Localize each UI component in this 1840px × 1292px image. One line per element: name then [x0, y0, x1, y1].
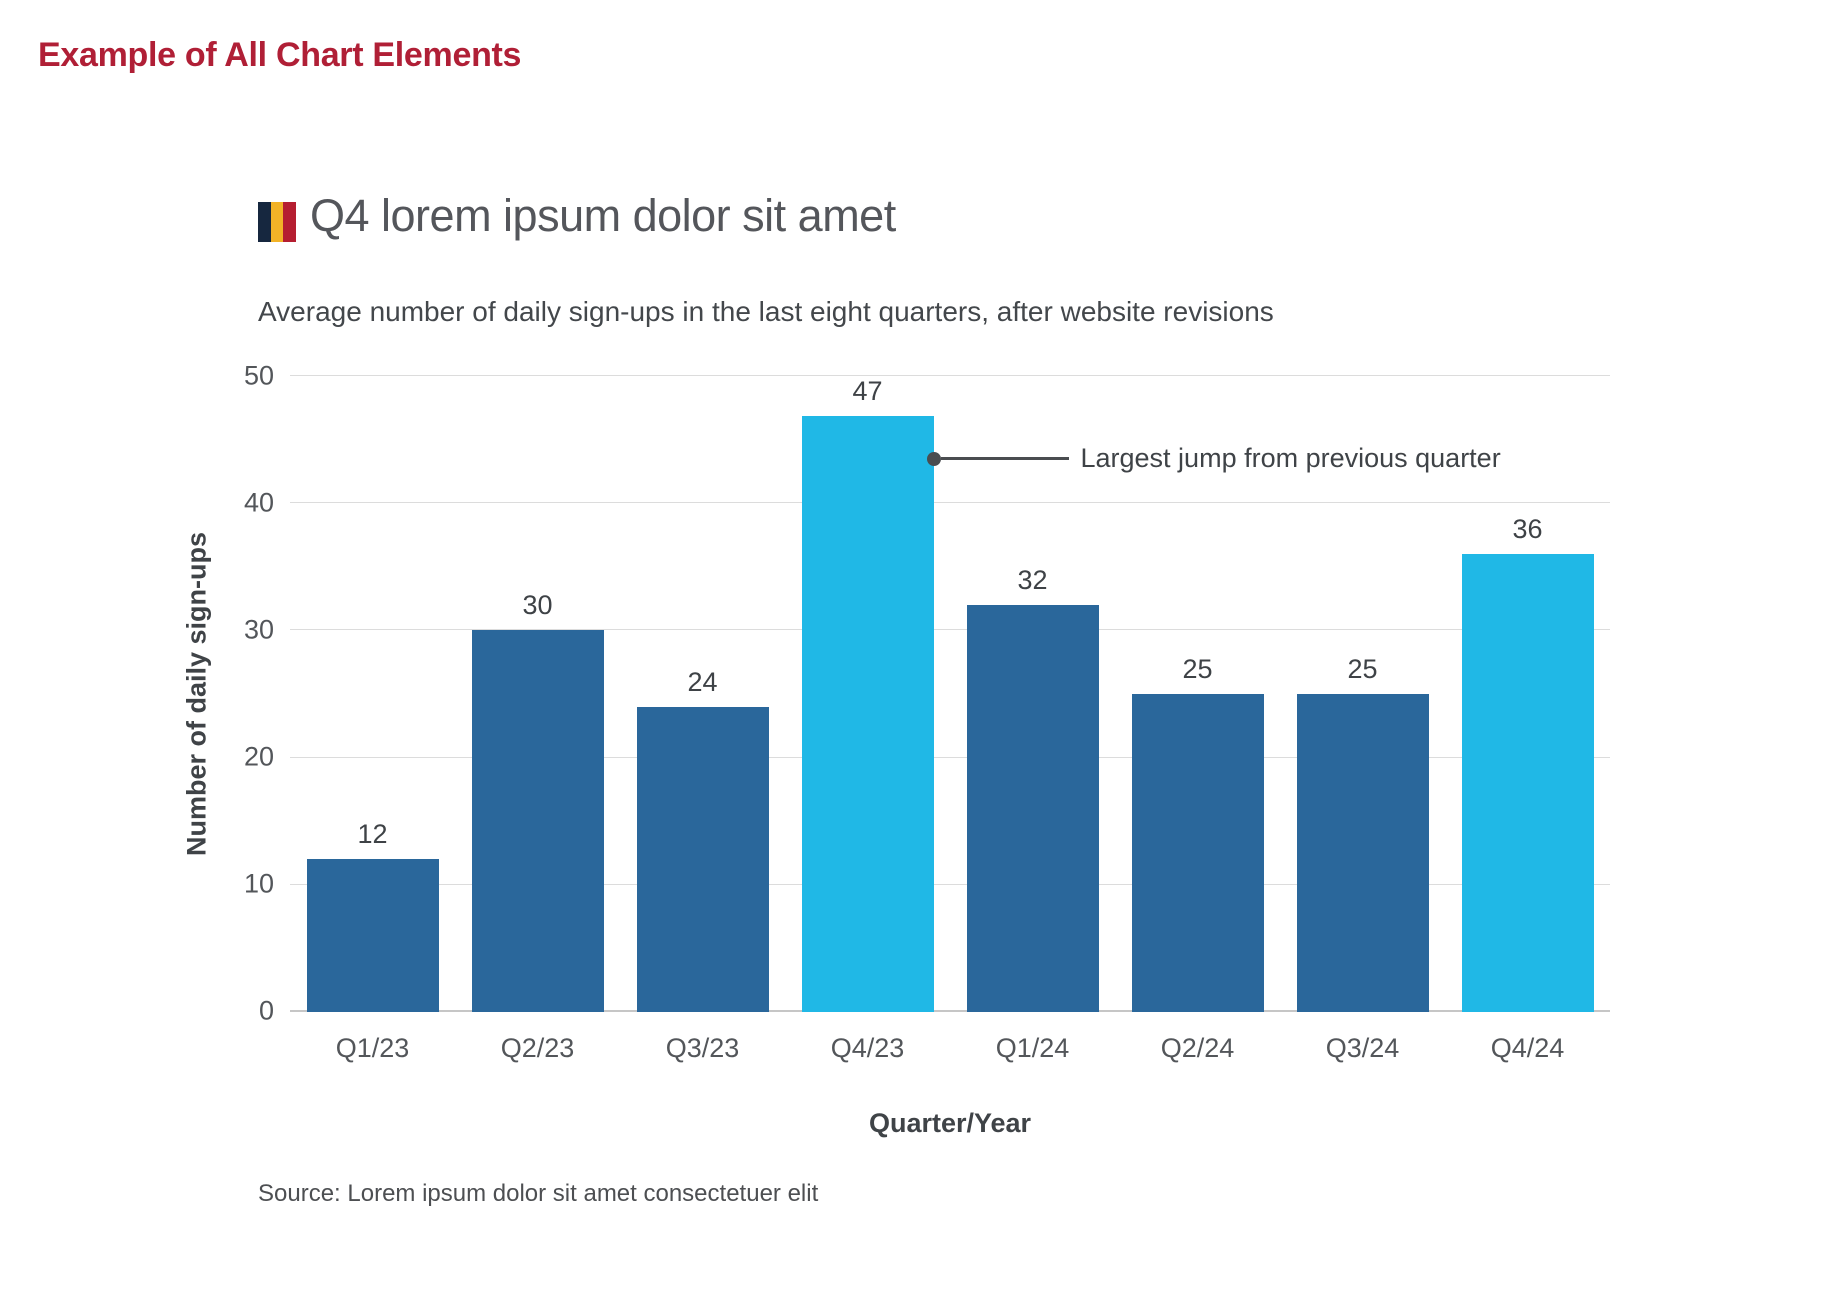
- x-tick-label: Q2/24: [1160, 1033, 1235, 1063]
- x-tick-label: Q1/24: [995, 1033, 1070, 1063]
- x-tick-label: Q3/24: [1325, 1033, 1400, 1063]
- annotation-line: [940, 457, 1069, 460]
- bar-q4-24: [1461, 554, 1594, 1012]
- bar-slot-q2-23: 30 Q2/23: [455, 376, 620, 1063]
- bar-q1-23: [306, 859, 439, 1012]
- flag-stripe-navy: [258, 202, 271, 242]
- y-tick-label: 20: [243, 741, 274, 772]
- flag-icon: [258, 202, 297, 242]
- chart-title: Q4 lorem ipsum dolor sit amet: [310, 190, 896, 241]
- y-axis-title: Number of daily sign-ups: [181, 531, 212, 857]
- bar-q2-23: [471, 630, 604, 1012]
- y-tick-label: 50: [243, 360, 274, 390]
- bar-value-label: 25: [1347, 654, 1378, 684]
- bar-q1-24: [966, 604, 1099, 1012]
- bar-value-label: 24: [687, 666, 718, 697]
- x-tick-label: Q2/23: [500, 1033, 575, 1063]
- gridline-20: 20: [244, 742, 1610, 772]
- bar-slot-q1-24: 32 Q1/24: [950, 376, 1115, 1063]
- bar-slot-q3-23: 24 Q3/23: [620, 376, 785, 1063]
- x-axis-title: Quarter/Year: [868, 1108, 1032, 1138]
- bars: 12 Q1/23 30 Q2/23 24 Q3/23 47 Largest jump from…: [290, 376, 1610, 1063]
- x-tick-label: Q4/23: [830, 1033, 905, 1063]
- bar-slot-q1-23: 12 Q1/23: [290, 376, 455, 1063]
- bar-slot-q4-23: 47 Largest jump from previous quarter Q4/2…: [785, 376, 1501, 1063]
- gridline-40: 40: [244, 487, 1610, 517]
- annotation-text: Largest jump from previous quarter: [1080, 443, 1501, 473]
- y-tick-label: 0: [258, 995, 274, 1026]
- bar-slot-q2-24: 25 Q2/24: [1115, 376, 1280, 1063]
- page-title: Example of All Chart Elements: [38, 36, 522, 74]
- source-note: Source: Lorem ipsum dolor sit amet conse…: [258, 1180, 819, 1207]
- bar-value-label: 32: [1017, 564, 1048, 595]
- bar-value-label: 30: [522, 590, 553, 621]
- bar-q3-23: [636, 706, 769, 1012]
- gridline-0: 0: [259, 996, 1610, 1026]
- bar-slot-q4-24: 36 Q4/24: [1445, 376, 1610, 1063]
- bar-value-label: 25: [1182, 654, 1213, 684]
- gridline-30: 30: [244, 614, 1610, 644]
- gridline-10: 10: [244, 869, 1610, 899]
- gridline-50: 50: [244, 360, 1610, 390]
- y-tick-label: 40: [243, 487, 274, 518]
- annotation-callout: Largest jump from previous quarter: [926, 443, 1501, 474]
- bar-slot-q3-24: 25 Q3/24: [1280, 376, 1445, 1063]
- bar-value-label: 36: [1512, 514, 1543, 545]
- flag-stripe-red: [283, 202, 297, 242]
- flag-stripe-yellow: [270, 202, 284, 242]
- chart-subtitle: Average number of daily sign-ups in the …: [258, 296, 1274, 327]
- x-tick-label: Q3/23: [665, 1033, 740, 1063]
- bar-value-label: 47: [852, 376, 883, 406]
- bar-q4-23: Largest jump from previous quarter: [801, 416, 1501, 1012]
- bar-q3-24: [1296, 694, 1429, 1012]
- x-tick-label: Q4/24: [1490, 1033, 1565, 1063]
- plot-area: 0 10 20 30 40 50 12 Q1/23 30 Q2/23 24 Q3/23 47 Large…: [244, 360, 1610, 1063]
- annotation-dot-icon: [926, 451, 941, 466]
- x-tick-label: Q1/23: [335, 1033, 410, 1063]
- y-tick-label: 10: [243, 868, 274, 899]
- bar-value-label: 12: [357, 819, 388, 850]
- bar-q2-24: [1131, 694, 1264, 1012]
- y-tick-label: 30: [243, 614, 274, 645]
